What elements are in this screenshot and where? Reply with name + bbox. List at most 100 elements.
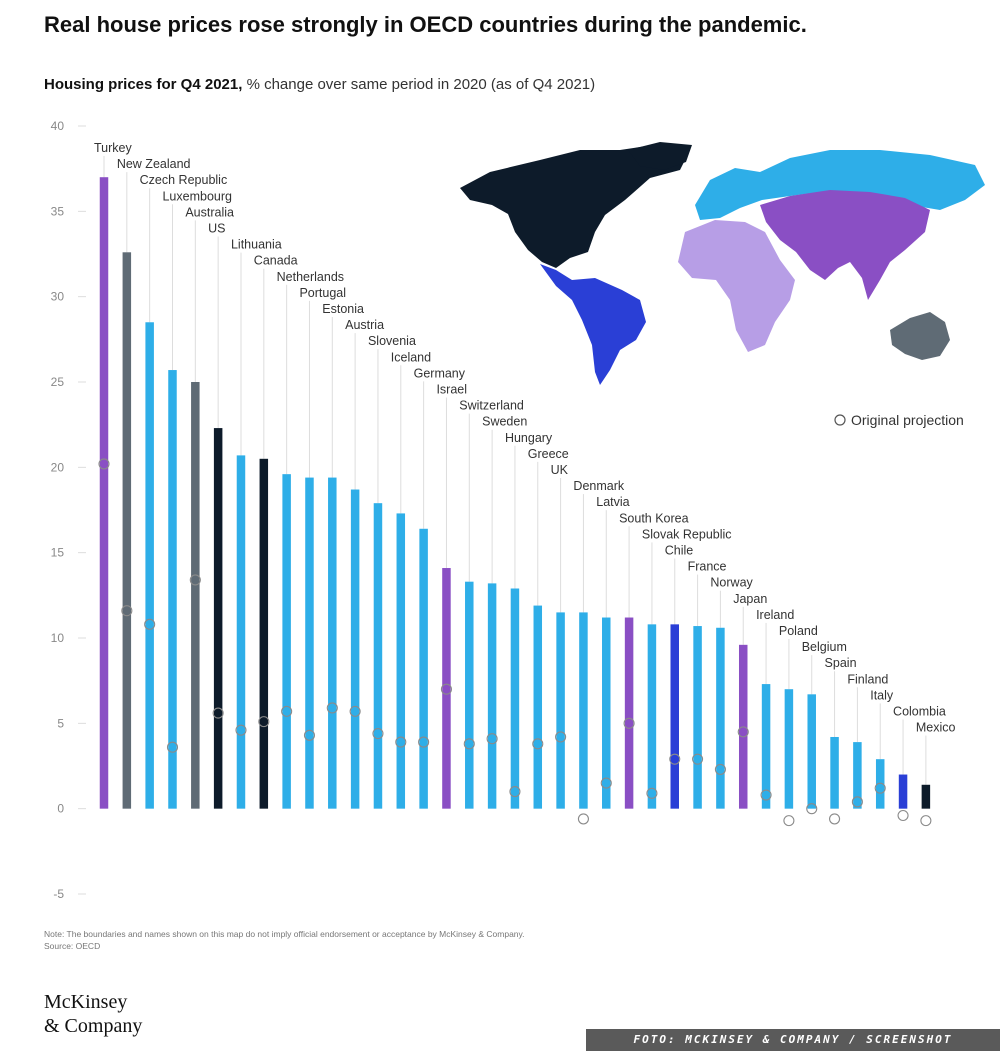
country-label: UK: [551, 463, 569, 477]
country-label: Czech Republic: [140, 173, 228, 187]
country-label: Austria: [345, 318, 384, 332]
bar-germany: [419, 528, 428, 809]
bar-czech-republic: [145, 322, 154, 809]
country-label: Japan: [733, 592, 767, 606]
logo-line-1: McKinsey: [44, 991, 128, 1013]
country-label: Greece: [528, 447, 569, 461]
legend-label: Original projection: [851, 412, 964, 428]
subtitle-rest: % change over same period in 2020 (as of…: [242, 76, 596, 93]
map-africa: [678, 220, 795, 352]
bar-austria: [350, 489, 360, 809]
country-label: Denmark: [573, 479, 624, 493]
bar-lithuania: [236, 455, 246, 809]
projection-marker: [783, 815, 795, 827]
country-label: Canada: [254, 254, 298, 268]
bar-france: [693, 626, 702, 809]
country-label: Slovenia: [368, 334, 416, 348]
bar-mexico: [921, 784, 931, 809]
projection-marker: [372, 728, 384, 740]
bar-chile: [670, 624, 679, 809]
bar-new-zealand: [122, 252, 132, 809]
bar-colombia: [898, 774, 908, 809]
projection-marker: [509, 786, 521, 798]
projection-marker: [418, 736, 430, 748]
chart-subtitle: Housing prices for Q4 2021, % change ove…: [44, 76, 944, 93]
subtitle-bold: Housing prices for Q4 2021,: [44, 76, 243, 93]
country-label: Finland: [847, 672, 888, 686]
y-tick-label: 15: [51, 546, 65, 560]
country-label: Chile: [665, 544, 694, 558]
projection-marker: [463, 738, 475, 750]
country-label: Slovak Republic: [642, 527, 732, 541]
bar-spain: [830, 736, 839, 809]
country-label: Mexico: [916, 721, 956, 735]
bar-estonia: [328, 477, 337, 809]
country-label: US: [208, 222, 225, 236]
country-label: France: [688, 560, 727, 574]
country-label: Germany: [414, 366, 466, 380]
projection-marker: [669, 753, 681, 765]
projection-marker: [281, 705, 293, 717]
projection-marker: [760, 789, 772, 801]
bars: [99, 177, 931, 809]
projection-marker: [829, 813, 841, 825]
country-label: Ireland: [756, 608, 794, 622]
projection-marker: [486, 733, 498, 745]
chart-note: Note: The boundaries and names shown on …: [44, 928, 944, 952]
projection-marker: [212, 707, 224, 719]
note-text: Note: The boundaries and names shown on …: [44, 929, 525, 939]
bar-denmark: [579, 612, 588, 809]
projection-marker: [851, 796, 863, 808]
y-tick-label: 5: [57, 716, 64, 730]
bar-turkey: [99, 177, 109, 809]
photo-credit: FOTO: MCKINSEY & COMPANY / SCREENSHOT: [586, 1029, 1000, 1051]
y-tick-label: 40: [51, 119, 65, 133]
legend: Original projection: [834, 412, 964, 428]
bar-switzerland: [465, 581, 474, 809]
projection-marker: [235, 724, 247, 736]
projection-marker: [646, 787, 658, 799]
country-label: Portugal: [299, 286, 346, 300]
bar-finland: [853, 742, 862, 809]
country-label: Norway: [710, 576, 753, 590]
projection-marker: [395, 736, 407, 748]
country-label: Australia: [185, 205, 234, 219]
projection-marker: [189, 574, 201, 586]
mckinsey-logo: McKinsey & Company: [44, 990, 244, 1038]
bar-latvia: [602, 617, 611, 809]
country-label: Italy: [870, 688, 894, 702]
country-label: Latvia: [596, 495, 629, 509]
y-tick-label: 0: [57, 802, 64, 816]
country-label: Spain: [825, 656, 857, 670]
country-label: Lithuania: [231, 238, 282, 252]
bar-belgium: [807, 694, 816, 809]
bar-south-korea: [624, 617, 634, 809]
country-label: New Zealand: [117, 157, 191, 171]
projection-marker: [258, 716, 270, 728]
y-tick-label: 20: [51, 460, 65, 474]
country-label: South Korea: [619, 511, 689, 525]
bar-us: [213, 428, 223, 809]
map-asia: [760, 190, 930, 300]
bar-israel: [442, 568, 451, 809]
map-latin-america: [540, 264, 646, 385]
bar-slovak-republic: [647, 624, 657, 809]
projection-marker: [874, 782, 886, 794]
country-label: Belgium: [802, 640, 847, 654]
country-label: Turkey: [94, 141, 132, 155]
bar-portugal: [305, 477, 314, 809]
country-label: Hungary: [505, 431, 553, 445]
projection-marker: [166, 741, 179, 753]
y-tick-label: 10: [51, 631, 65, 645]
bar-sweden: [487, 583, 497, 809]
y-tick-label: 35: [51, 204, 65, 218]
bar-chart: 40 35 30 25 20 15 10 5 0 -5 Turkey New Zealand Czec…: [51, 119, 985, 901]
country-label: Israel: [436, 383, 467, 397]
bar-iceland: [396, 513, 406, 809]
country-label: Poland: [779, 624, 818, 638]
y-axis: 40 35 30 25 20 15 10 5 0 -5: [51, 119, 86, 901]
y-tick-label: 25: [51, 375, 65, 389]
headline: Real house prices rose strongly in OECD …: [44, 12, 807, 37]
projection-marker: [600, 777, 612, 789]
map-north-america: [460, 144, 690, 268]
